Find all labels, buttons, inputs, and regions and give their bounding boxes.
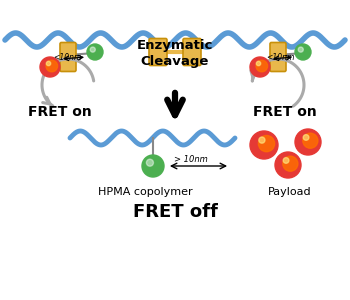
Circle shape	[250, 57, 270, 77]
Circle shape	[295, 129, 321, 155]
Text: FRET off: FRET off	[133, 203, 217, 221]
FancyBboxPatch shape	[270, 43, 286, 71]
Circle shape	[256, 60, 268, 72]
FancyBboxPatch shape	[60, 43, 76, 71]
Circle shape	[295, 44, 311, 60]
Circle shape	[303, 135, 309, 140]
Circle shape	[146, 159, 153, 166]
Circle shape	[46, 60, 58, 72]
FancyBboxPatch shape	[149, 38, 167, 65]
Text: HPMA copolymer: HPMA copolymer	[98, 187, 192, 197]
Circle shape	[258, 136, 275, 152]
Circle shape	[142, 155, 164, 177]
Circle shape	[259, 137, 265, 143]
Circle shape	[87, 44, 103, 60]
Text: Enzymatic
Cleavage: Enzymatic Cleavage	[137, 38, 213, 68]
Circle shape	[250, 131, 278, 159]
Text: FRET on: FRET on	[28, 105, 92, 119]
Circle shape	[40, 57, 60, 77]
Text: FRET on: FRET on	[253, 105, 317, 119]
Text: <10nm: <10nm	[266, 52, 294, 62]
Circle shape	[283, 156, 298, 171]
Circle shape	[90, 47, 95, 52]
Circle shape	[275, 152, 301, 178]
Text: > 10nm: > 10nm	[174, 154, 208, 164]
Circle shape	[283, 158, 289, 163]
Text: Payload: Payload	[268, 187, 312, 197]
FancyBboxPatch shape	[183, 38, 201, 65]
Text: <10nm: <10nm	[53, 52, 81, 62]
Circle shape	[298, 47, 303, 52]
Circle shape	[46, 61, 51, 66]
Circle shape	[256, 61, 261, 66]
Circle shape	[303, 133, 318, 148]
